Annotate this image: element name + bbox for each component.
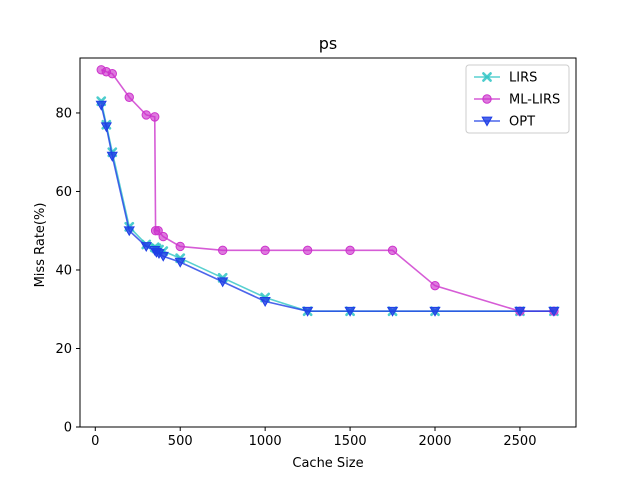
data-point-opt (95, 100, 107, 111)
legend-marker-lirs (482, 72, 492, 82)
data-point-opt (386, 306, 399, 317)
data-point-opt (100, 122, 112, 133)
legend-label-lirs: LIRS (509, 71, 537, 86)
data-point-ml-lirs (217, 245, 228, 256)
data-point-opt-shape (429, 306, 441, 317)
data-point-opt-shape (514, 306, 526, 317)
data-point-opt-shape (174, 257, 186, 268)
data-point-ml-lirs-shape (124, 92, 134, 102)
data-point-opt-shape (301, 306, 314, 317)
data-point-opt-shape (140, 242, 152, 252)
data-point-ml-lirs-shape (107, 69, 117, 79)
legend-box (465, 64, 570, 134)
x-tick-label: 2000 (418, 434, 451, 449)
data-point-ml-lirs-shape (153, 226, 163, 236)
y-tick-label: 40 (55, 263, 72, 278)
legend-marker-opt-shape (481, 116, 493, 127)
data-point-ml-lirs (141, 110, 151, 120)
data-point-opt-shape (548, 306, 560, 317)
legend-label-ml-lirs: ML-LIRS (509, 93, 560, 108)
y-tick-label: 20 (55, 342, 72, 357)
x-tick-label: 500 (168, 434, 193, 449)
data-point-ml-lirs-shape (175, 241, 185, 252)
chart-title: ps (319, 34, 338, 53)
legend-label-opt: OPT (509, 115, 535, 130)
data-point-opt-shape (100, 122, 112, 133)
legend-marker-lirs-shape (482, 72, 492, 82)
legend-marker-ml-lirs (482, 94, 492, 104)
data-point-opt (157, 251, 169, 262)
x-tick-label: 1000 (249, 434, 282, 449)
data-point-ml-lirs-shape (217, 245, 228, 256)
data-point-ml-lirs-shape (150, 112, 160, 122)
legend-marker-ml-lirs-shape (482, 94, 492, 104)
y-tick-label: 80 (55, 106, 72, 121)
data-point-opt (140, 242, 152, 252)
x-tick-label: 1500 (334, 434, 367, 449)
data-point-opt (429, 306, 441, 317)
series-line-ml-lirs (100, 69, 554, 312)
series-line-opt (100, 104, 554, 312)
x-tick-label: 2500 (503, 434, 536, 449)
x-tick-label: 0 (91, 434, 99, 449)
legend-marker-opt (481, 116, 493, 127)
data-point-opt (259, 297, 271, 307)
data-point-opt (217, 277, 229, 288)
plot-area: 0 500 1000 1500 2000 2500 0 20 40 60 80 (55, 57, 577, 449)
data-point-ml-lirs (150, 112, 160, 122)
data-point-opt (106, 151, 118, 162)
plot-frame (79, 57, 577, 428)
data-point-opt (514, 306, 526, 317)
data-point-ml-lirs (175, 241, 185, 252)
data-point-ml-lirs-shape (430, 280, 440, 291)
data-point-ml-lirs-shape (158, 231, 168, 242)
data-point-ml-lirs (345, 245, 355, 256)
data-point-ml-lirs (430, 280, 440, 291)
data-point-opt (123, 226, 135, 237)
data-point-opt-shape (106, 151, 118, 162)
y-axis-label: Miss Rate(%) (33, 203, 48, 288)
data-point-ml-lirs (260, 245, 270, 256)
data-point-opt-shape (95, 100, 107, 111)
data-point-ml-lirs (153, 226, 163, 236)
x-axis-label: Cache Size (292, 456, 363, 471)
data-point-ml-lirs-shape (302, 245, 313, 256)
data-point-ml-lirs (302, 245, 313, 256)
data-point-opt (548, 306, 560, 317)
data-point-ml-lirs-shape (260, 245, 270, 256)
data-point-opt-shape (157, 251, 169, 262)
data-point-opt-shape (344, 306, 356, 317)
y-tick-label: 60 (55, 185, 72, 200)
data-point-ml-lirs-shape (345, 245, 355, 256)
data-point-ml-lirs (124, 92, 134, 102)
data-point-opt (174, 257, 186, 268)
data-point-ml-lirs (158, 231, 168, 242)
data-point-opt-shape (259, 297, 271, 307)
data-point-ml-lirs (387, 245, 398, 256)
data-point-opt (301, 306, 314, 317)
legend: LIRS ML-LIRS OPT (465, 64, 570, 134)
y-tick-label: 0 (64, 421, 72, 436)
data-point-ml-lirs-shape (387, 245, 398, 256)
data-point-ml-lirs (107, 69, 117, 79)
data-point-ml-lirs-shape (141, 110, 151, 120)
data-point-opt-shape (217, 277, 229, 288)
data-point-opt (344, 306, 356, 317)
data-point-opt-shape (123, 226, 135, 237)
data-point-opt-shape (386, 306, 399, 317)
